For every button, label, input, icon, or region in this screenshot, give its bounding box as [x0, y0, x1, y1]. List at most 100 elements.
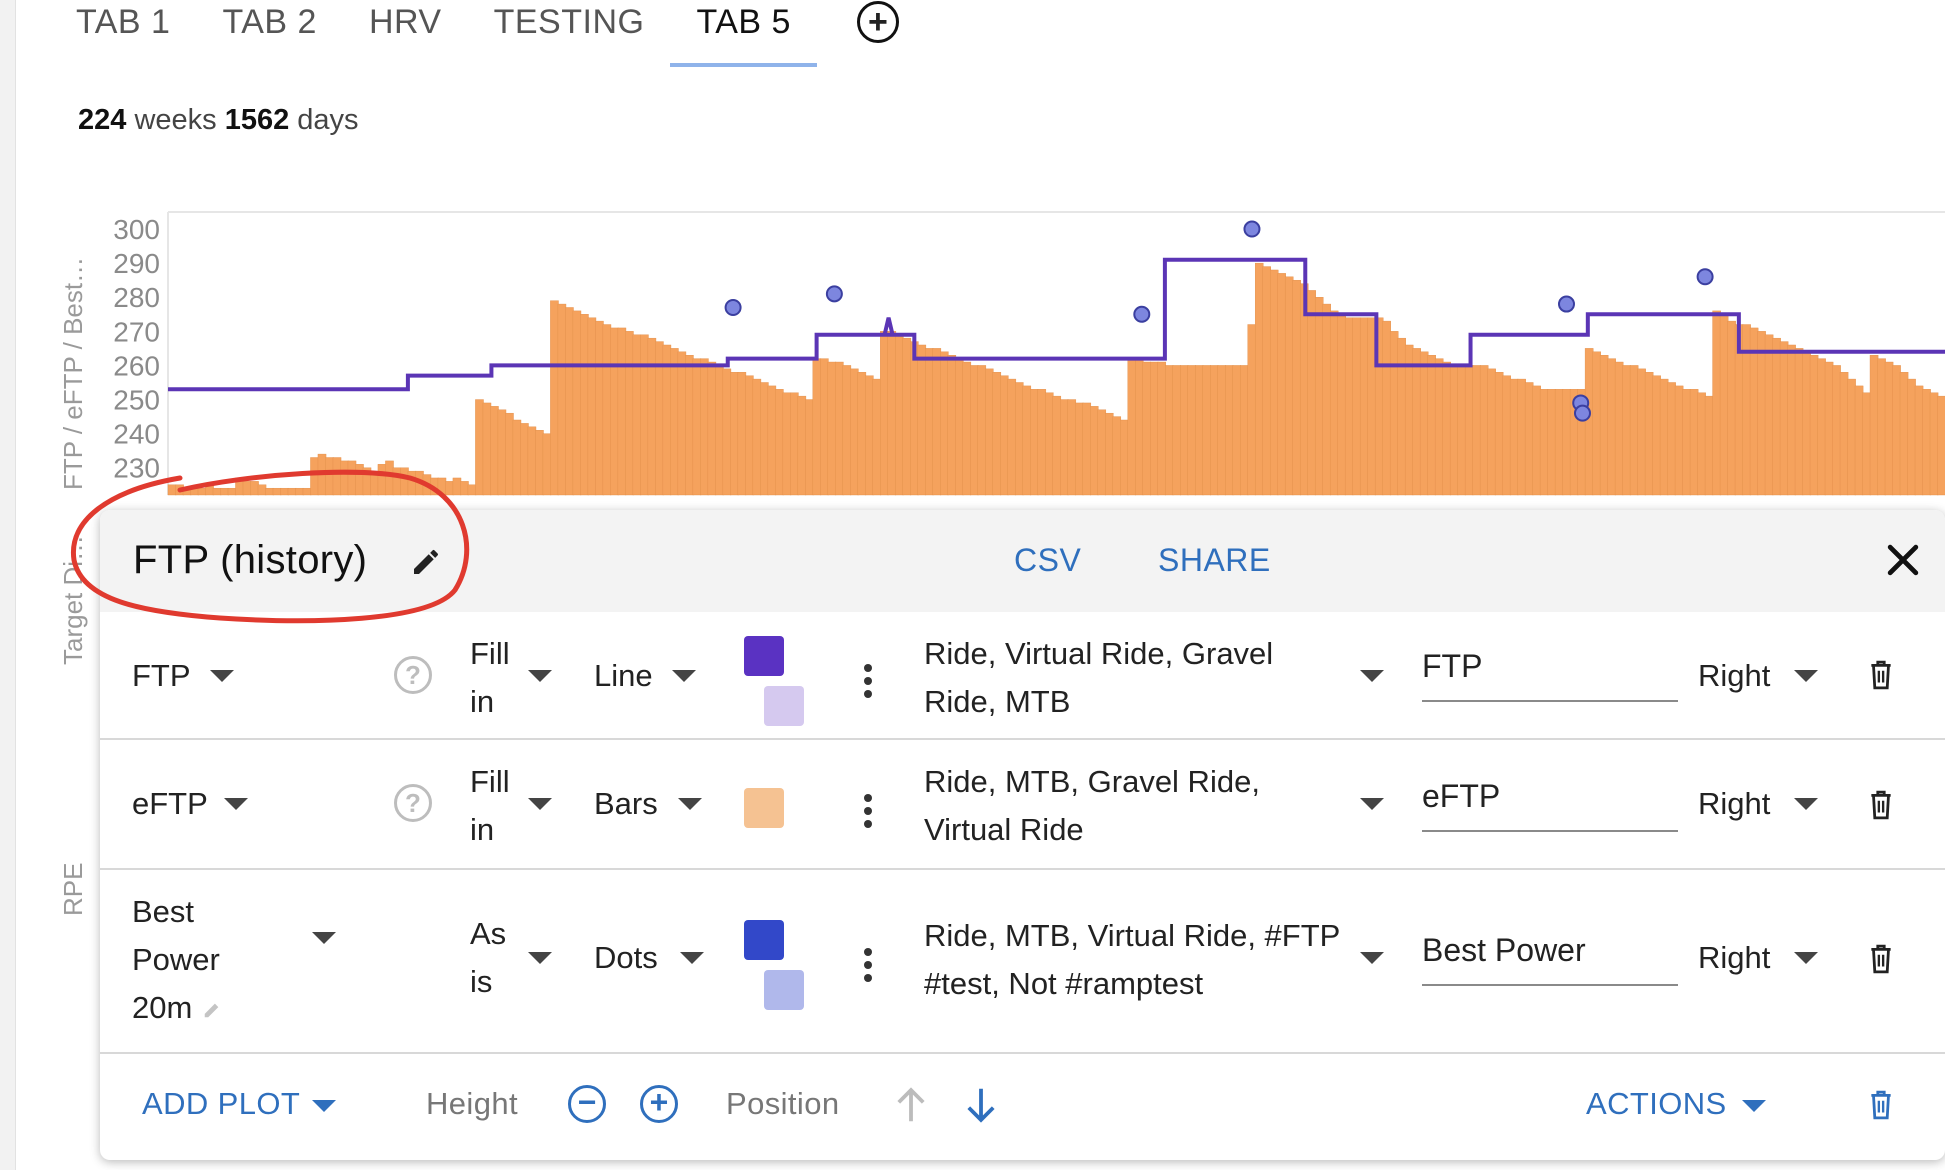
- eftp-bar: [1389, 331, 1399, 496]
- eftp-bar: [1277, 273, 1286, 496]
- eftp-bar: [797, 395, 807, 496]
- actions-button[interactable]: ACTIONS: [1586, 1086, 1727, 1121]
- chevron-down-icon[interactable]: [312, 1100, 336, 1112]
- chevron-down-icon[interactable]: [528, 952, 552, 964]
- pencil-icon[interactable]: [410, 546, 442, 578]
- eftp-bar: [497, 409, 507, 496]
- help-icon[interactable]: ?: [394, 784, 432, 822]
- tab-2[interactable]: TAB 2: [222, 3, 317, 41]
- trash-icon[interactable]: [1868, 790, 1894, 820]
- more-vert-icon[interactable]: [864, 664, 872, 703]
- rpe-axis-title: RPE: [58, 862, 88, 916]
- eftp-bar: [902, 337, 912, 496]
- eftp-bar: [535, 430, 544, 496]
- chevron-down-icon[interactable]: [210, 670, 234, 682]
- chevron-down-icon[interactable]: [1794, 952, 1818, 964]
- eftp-bar: [527, 426, 537, 496]
- eftp-bar: [1824, 361, 1834, 496]
- axis-select[interactable]: Right: [1698, 658, 1771, 693]
- best-power-dot: [825, 285, 843, 303]
- filter-select[interactable]: Ride, Virtual Ride, Gravel Ride, MTB: [924, 636, 1274, 719]
- chevron-down-icon[interactable]: [1360, 670, 1384, 682]
- csv-button[interactable]: CSV: [1014, 542, 1082, 578]
- field-select[interactable]: Best Power 20m: [132, 894, 220, 1025]
- color-swatch-primary[interactable]: [744, 636, 784, 676]
- eftp-bar: [1637, 368, 1646, 496]
- close-icon[interactable]: [1881, 538, 1925, 582]
- help-icon[interactable]: ?: [394, 656, 432, 694]
- eftp-bar: [1442, 361, 1451, 496]
- chevron-down-icon[interactable]: [1742, 1100, 1766, 1112]
- eftp-bar: [1307, 290, 1316, 496]
- chevron-down-icon[interactable]: [1360, 798, 1384, 810]
- eftp-bar: [1869, 355, 1879, 496]
- eftp-bar: [857, 372, 867, 496]
- plot-editor-panel: FTP (history) CSV SHARE FTP ? Fill in Li…: [100, 510, 1945, 1160]
- y-tick-label: 240: [113, 419, 160, 450]
- tab-1[interactable]: TAB 1: [76, 3, 171, 41]
- eftp-bar: [1839, 372, 1849, 496]
- eftp-bar: [677, 351, 687, 496]
- trash-icon[interactable]: [1868, 944, 1894, 974]
- eftp-bar: [1689, 389, 1699, 496]
- eftp-bar: [1007, 378, 1017, 496]
- chevron-down-icon[interactable]: [528, 670, 552, 682]
- eftp-bar: [1727, 320, 1736, 496]
- fill-mode-select[interactable]: Fill in: [470, 764, 510, 847]
- color-swatch-primary[interactable]: [744, 920, 784, 960]
- height-label: Height: [426, 1086, 519, 1121]
- eftp-bar: [565, 307, 574, 496]
- eftp-bar: [947, 355, 957, 496]
- color-swatch-secondary[interactable]: [764, 686, 804, 726]
- chevron-down-icon[interactable]: [1360, 952, 1384, 964]
- color-swatch-secondary[interactable]: [764, 970, 804, 1010]
- more-vert-icon[interactable]: [864, 948, 872, 987]
- plus-circle-icon[interactable]: +: [856, 1, 899, 43]
- trash-icon[interactable]: [1868, 660, 1894, 690]
- label-input[interactable]: Best Power: [1422, 926, 1678, 986]
- color-swatch-primary[interactable]: [744, 788, 784, 828]
- eftp-bar: [1337, 314, 1346, 496]
- field-select[interactable]: FTP: [132, 658, 191, 693]
- field-select[interactable]: eFTP: [132, 786, 208, 821]
- chevron-down-icon[interactable]: [224, 798, 248, 810]
- axis-select[interactable]: Right: [1698, 940, 1771, 975]
- eftp-bar: [1075, 402, 1084, 496]
- axis-select[interactable]: Right: [1698, 786, 1771, 821]
- trash-icon[interactable]: [1868, 1090, 1894, 1120]
- share-button[interactable]: SHARE: [1158, 542, 1271, 578]
- eftp-bar: [932, 348, 942, 496]
- fill-mode-select[interactable]: As is: [470, 916, 507, 999]
- eftp-bar: [647, 337, 657, 496]
- label-input[interactable]: eFTP: [1422, 772, 1678, 832]
- label-input[interactable]: FTP: [1422, 642, 1678, 702]
- more-vert-icon[interactable]: [864, 794, 872, 833]
- filter-select[interactable]: Ride, MTB, Gravel Ride, Virtual Ride: [924, 764, 1260, 847]
- plot-type-select[interactable]: Line: [594, 658, 653, 693]
- chevron-down-icon[interactable]: [678, 798, 702, 810]
- tab-hrv[interactable]: HRV: [368, 3, 442, 41]
- eftp-bar: [1607, 358, 1616, 496]
- eftp-bar: [1914, 385, 1924, 496]
- small-pencil-icon[interactable]: [202, 998, 224, 1020]
- tab-5[interactable]: TAB 5: [670, 3, 818, 67]
- chevron-down-icon[interactable]: [680, 952, 704, 964]
- arrow-up-icon[interactable]: [894, 1086, 928, 1124]
- plot-type-select[interactable]: Bars: [594, 786, 658, 821]
- add-plot-button[interactable]: ADD PLOT: [142, 1086, 301, 1121]
- chevron-down-icon[interactable]: [528, 798, 552, 810]
- eftp-bar: [827, 361, 837, 496]
- minus-circle-icon[interactable]: −: [568, 1085, 606, 1123]
- tab-testing[interactable]: TESTING: [493, 3, 645, 41]
- plus-circle-icon[interactable]: +: [640, 1085, 678, 1123]
- chevron-down-icon[interactable]: [1794, 798, 1818, 810]
- filter-select[interactable]: Ride, MTB, Virtual Ride, #FTP #test, Not…: [924, 918, 1340, 1001]
- arrow-down-icon[interactable]: [964, 1086, 998, 1124]
- chevron-down-icon[interactable]: [672, 670, 696, 682]
- chevron-down-icon[interactable]: [1794, 670, 1818, 682]
- plot-type-select[interactable]: Dots: [594, 940, 658, 975]
- fill-mode-select[interactable]: Fill in: [470, 636, 510, 719]
- chevron-down-icon[interactable]: [312, 932, 336, 944]
